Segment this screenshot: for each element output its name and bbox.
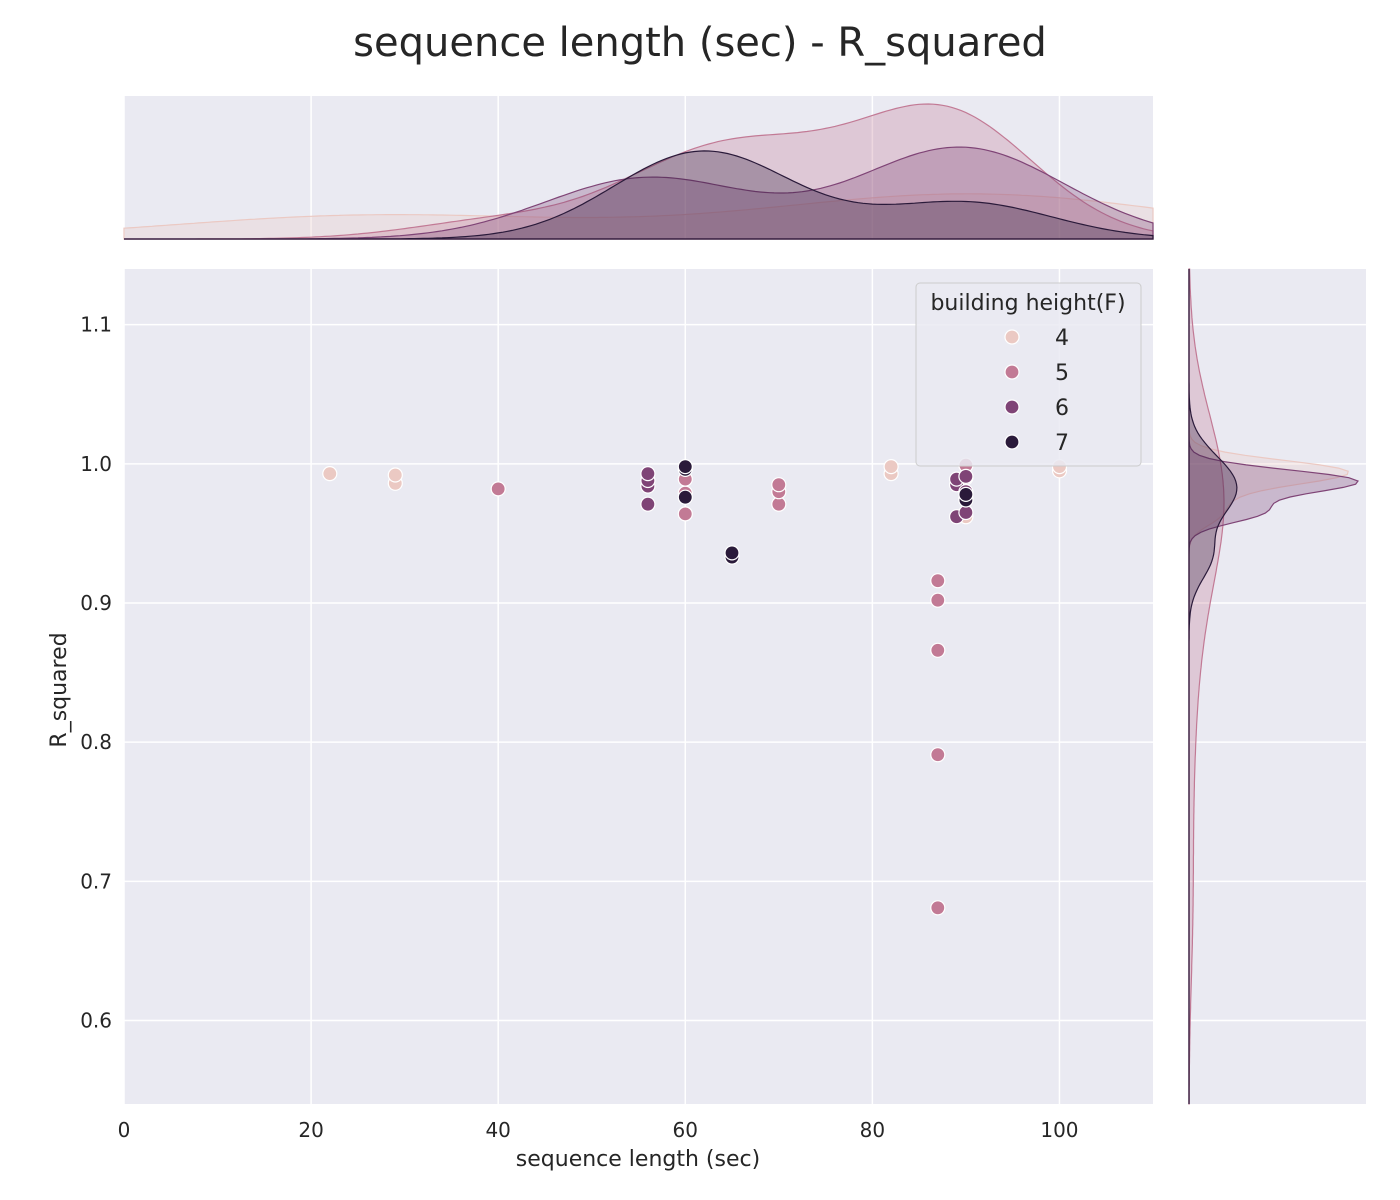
top-kde-series-5 bbox=[124, 103, 1154, 240]
scatter-point-5 bbox=[930, 573, 946, 589]
scatter-point-5 bbox=[677, 506, 693, 522]
legend-marker-7 bbox=[1004, 434, 1020, 450]
right-marginal-grid bbox=[1189, 323, 1366, 1022]
chart-title: sequence length (sec) - R_squared bbox=[353, 20, 1047, 66]
scatter-point-4 bbox=[387, 467, 403, 483]
y-axis-label: R_squared bbox=[47, 632, 72, 747]
y-tick-label: 1.0 bbox=[80, 452, 112, 476]
y-tick-label: 0.9 bbox=[80, 591, 112, 615]
legend-label: 6 bbox=[1055, 396, 1069, 421]
scatter-point-6 bbox=[958, 504, 974, 521]
x-tick-label: 100 bbox=[1040, 1118, 1078, 1142]
scatter-point-4 bbox=[322, 466, 338, 482]
scatter-point-5 bbox=[930, 747, 946, 763]
x-tick-label: 60 bbox=[673, 1118, 698, 1142]
x-axis-label: sequence length (sec) bbox=[516, 1147, 760, 1172]
x-tick-label: 0 bbox=[118, 1118, 131, 1142]
x-tick-label: 80 bbox=[860, 1118, 885, 1142]
right-marginal-kde bbox=[1188, 268, 1359, 1105]
scatter-point-5 bbox=[930, 592, 946, 608]
scatter-point-5 bbox=[490, 481, 506, 497]
legend-label: 7 bbox=[1055, 431, 1069, 456]
scatter-point-5 bbox=[771, 496, 787, 512]
legend-marker-4 bbox=[1004, 329, 1020, 345]
legend-title: building height(F) bbox=[930, 291, 1125, 316]
right-kde-series-5 bbox=[1188, 268, 1225, 1105]
legend-label: 4 bbox=[1055, 326, 1069, 351]
x-tick-label: 20 bbox=[298, 1118, 323, 1142]
scatter-point-5 bbox=[930, 900, 946, 916]
top-kde-series-4 bbox=[123, 193, 1154, 240]
scatter-points bbox=[322, 457, 1068, 916]
y-tick-labels: 0.6 0.7 0.8 0.9 1.0 1.1 bbox=[80, 313, 112, 1033]
x-tick-label: 40 bbox=[485, 1118, 510, 1142]
scatter-point-5 bbox=[771, 477, 787, 493]
x-tick-labels: 0 20 40 60 80 100 bbox=[118, 1118, 1079, 1142]
scatter-point-5 bbox=[930, 642, 946, 658]
scatter-point-7 bbox=[958, 486, 974, 502]
y-tick-label: 0.6 bbox=[80, 1009, 112, 1033]
scatter-point-7 bbox=[677, 489, 693, 505]
scatter-point-7 bbox=[724, 545, 740, 561]
y-tick-label: 0.8 bbox=[80, 730, 112, 754]
y-tick-label: 0.7 bbox=[80, 869, 112, 893]
legend-marker-5 bbox=[1004, 364, 1020, 380]
scatter-point-4 bbox=[883, 459, 899, 475]
top-marginal-kde bbox=[123, 103, 1154, 240]
legend-box bbox=[915, 282, 1142, 467]
right-kde-series-7 bbox=[1188, 269, 1238, 1104]
scatter-point-6 bbox=[640, 496, 656, 512]
legend-label: 5 bbox=[1055, 361, 1069, 386]
top-marginal-grid bbox=[123, 96, 1061, 239]
top-kde-series-7 bbox=[124, 150, 1154, 240]
top-marginal-background bbox=[124, 96, 1153, 239]
y-tick-label: 1.1 bbox=[80, 313, 112, 337]
legend-marker-6 bbox=[1004, 399, 1020, 415]
right-marginal-background bbox=[1189, 269, 1366, 1104]
scatter-point-6 bbox=[958, 468, 974, 484]
legend: building height(F) 4 5 6 7 bbox=[915, 282, 1142, 467]
scatter-point-6 bbox=[640, 466, 656, 482]
legend-entries: 4 5 6 7 bbox=[1004, 326, 1069, 456]
scatter-point-7 bbox=[677, 459, 693, 475]
